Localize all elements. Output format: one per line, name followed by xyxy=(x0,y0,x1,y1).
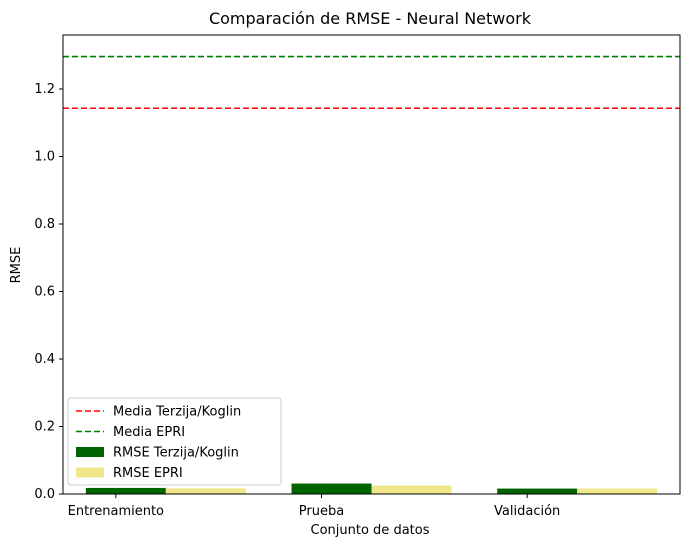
legend-patch-swatch xyxy=(76,467,104,478)
bar xyxy=(371,485,452,494)
legend-label: RMSE Terzija/Koglin xyxy=(113,446,239,461)
legend-box xyxy=(67,397,282,486)
y-tick-label: 0.2 xyxy=(34,420,55,435)
x-tick-label: Prueba xyxy=(299,504,344,519)
legend-label: Media EPRI xyxy=(113,425,185,440)
bar xyxy=(165,488,246,494)
legend: Media Terzija/Koglin Media EPRI RMSE Terzi… xyxy=(67,397,282,486)
y-tick-label: 0.4 xyxy=(34,352,55,367)
legend-patch-swatch xyxy=(76,447,104,457)
bar xyxy=(85,487,166,494)
y-tick-label: 1.2 xyxy=(34,82,55,97)
legend-label: Media Terzija/Koglin xyxy=(113,405,241,420)
chart-title: Comparación de RMSE - Neural Network xyxy=(209,9,532,28)
x-tick-label: Entrenamiento xyxy=(68,504,164,519)
bar xyxy=(291,483,372,494)
axes: 0.0 0.2 0.4 0.6 0.8 1.0 1.2 Entrenamiento Prueba… xyxy=(34,34,681,519)
legend-label: RMSE EPRI xyxy=(113,466,183,481)
bar xyxy=(497,488,578,494)
y-tick-label: 0.8 xyxy=(34,217,55,232)
y-tick-label: 0.6 xyxy=(34,285,55,300)
x-axis-label: Conjunto de datos xyxy=(311,523,430,538)
plot-frame xyxy=(62,34,681,495)
y-axis-label: RMSE xyxy=(9,247,24,284)
plot-area xyxy=(63,55,680,494)
bar xyxy=(577,488,658,494)
y-tick-label: 0.0 xyxy=(34,487,55,502)
x-tick-label: Validación xyxy=(494,504,560,519)
y-tick-label: 1.0 xyxy=(34,150,55,165)
